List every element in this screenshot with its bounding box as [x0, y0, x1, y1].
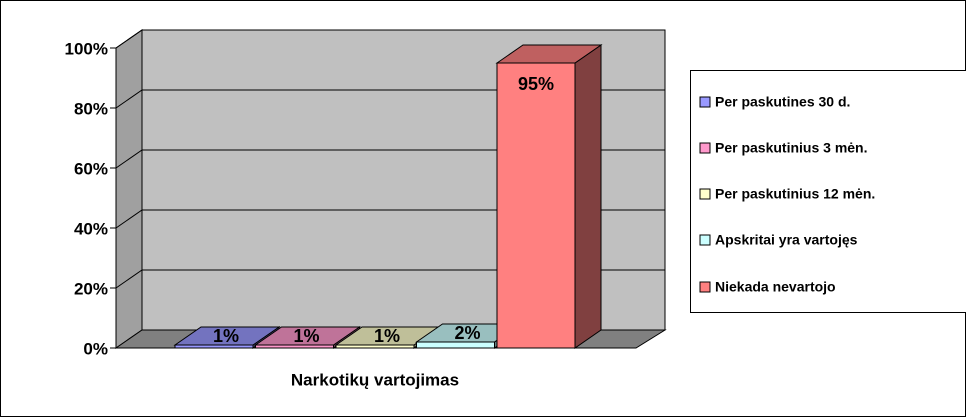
bar: [496, 62, 576, 349]
y-tick-label: 60%: [74, 159, 108, 178]
value-label: 1%: [374, 326, 400, 346]
grid-line: [115, 89, 665, 109]
value-label: 1%: [213, 326, 239, 346]
legend-label: Per paskutinius 3 mėn.: [715, 140, 868, 156]
bar: [335, 344, 415, 349]
legend-swatch: [699, 188, 711, 200]
x-axis-title: Narkotikų vartojimas: [291, 370, 459, 389]
legend-swatch: [699, 281, 711, 293]
legend-label: Per paskutines 30 d.: [715, 94, 850, 110]
y-tick-label: 40%: [74, 219, 108, 238]
grid-line: [115, 149, 665, 169]
y-tick-label: 80%: [74, 99, 108, 118]
bar: [255, 344, 334, 349]
legend-label: Niekada nevartojo: [715, 279, 836, 295]
legend-swatch: [699, 96, 711, 108]
legend-swatch: [699, 234, 711, 246]
y-tick-label: 20%: [74, 279, 108, 298]
legend-label: Apskritai yra vartojęs: [715, 232, 858, 248]
value-label: 1%: [293, 326, 319, 346]
side-wall: [115, 29, 143, 349]
legend-label: Per paskutinius 12 mėn.: [715, 186, 875, 202]
legend: [690, 70, 966, 313]
bar: [174, 344, 254, 349]
y-tick-label: 100%: [65, 39, 108, 58]
bar: [416, 341, 495, 349]
legend-swatch: [699, 142, 711, 154]
bar-side: [574, 44, 602, 349]
grid-line: [115, 29, 665, 49]
value-label: 2%: [454, 323, 480, 343]
grid-line: [115, 269, 665, 289]
value-label: 95%: [518, 74, 554, 94]
y-tick-label: 0%: [83, 339, 108, 358]
grid-line: [115, 209, 665, 229]
